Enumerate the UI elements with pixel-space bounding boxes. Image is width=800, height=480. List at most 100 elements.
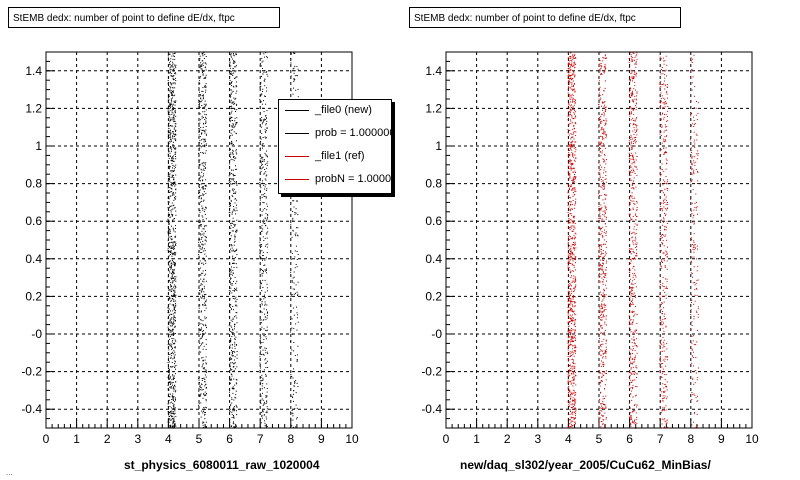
left-scatter-point [229, 212, 231, 214]
right-scatter-point [601, 273, 603, 275]
right-scatter-point [634, 120, 636, 122]
left-scatter-point [172, 263, 174, 265]
left-scatter-point [202, 421, 204, 423]
right-scatter-point [664, 124, 666, 126]
left-scatter-point [168, 308, 170, 310]
left-scatter-point [201, 171, 203, 173]
right-scatter-point [604, 133, 606, 135]
left-scatter-point [235, 224, 237, 226]
left-scatter-point [233, 192, 235, 194]
left-scatter-point [170, 188, 172, 189]
left-scatter-point [200, 248, 202, 250]
right-scatter-point [599, 372, 601, 374]
right-scatter-point [600, 143, 602, 145]
left-scatter-point [263, 240, 265, 241]
right-scatter-point [599, 229, 601, 231]
right-scatter-point [636, 168, 638, 170]
right-scatter-point [603, 314, 604, 316]
right-scatter-point [659, 133, 661, 135]
left-scatter-point [175, 399, 176, 401]
right-scatter-point [568, 392, 570, 394]
right-scatter-point [571, 74, 572, 76]
right-scatter-point [629, 142, 630, 143]
left-scatter-point [169, 108, 171, 110]
left-scatter-point [293, 87, 294, 89]
left-scatter-point [265, 270, 266, 272]
left-scatter-point [173, 95, 175, 97]
right-scatter-point [636, 72, 637, 74]
left-scatter-point [295, 392, 297, 394]
right-scatter-point [571, 352, 573, 353]
right-scatter-point [572, 296, 574, 298]
right-scatter-point [600, 267, 602, 269]
left-scatter-point [231, 222, 233, 224]
right-scatter-point [631, 380, 633, 382]
right-scatter-point [634, 145, 636, 147]
left-scatter-point [262, 228, 264, 230]
right-scatter-point [635, 139, 636, 141]
left-scatter-point [175, 174, 177, 176]
left-scatter-point [173, 146, 175, 148]
right-scatter-point [571, 220, 573, 222]
left-scatter-point [231, 425, 233, 427]
right-scatter-point [633, 421, 635, 423]
right-scatter-point [630, 199, 632, 201]
right-scatter-point [633, 140, 635, 142]
left-scatter-point [234, 368, 236, 370]
right-scatter-point [662, 73, 664, 75]
right-scatter-point [635, 131, 637, 133]
left-scatter-point [168, 382, 170, 383]
right-scatter-point [573, 84, 574, 86]
left-scatter-point [229, 322, 231, 324]
right-scatter-point [567, 342, 569, 344]
right-scatter-point [571, 379, 573, 381]
left-scatter-point [234, 238, 236, 240]
right-scatter-point [568, 68, 570, 70]
left-scatter-point [267, 243, 269, 245]
left-scatter-point [169, 125, 171, 127]
right-scatter-point [633, 98, 635, 100]
left-scatter-point [234, 125, 236, 127]
left-scatter-point [264, 420, 266, 422]
right-scatter-point [659, 183, 661, 184]
right-scatter-point [635, 395, 637, 397]
right-scatter-point [570, 424, 572, 426]
right-scatter-point [661, 366, 663, 368]
left-scatter-point [174, 231, 176, 233]
right-scatter-point [574, 399, 576, 401]
left-scatter-point [267, 353, 269, 355]
right-scatter-point [633, 315, 634, 317]
left-scatter-point [234, 396, 236, 398]
left-scatter-point [168, 427, 170, 429]
left-scatter-point [170, 146, 171, 147]
left-scatter-point [262, 120, 264, 122]
left-scatter-point [174, 265, 176, 267]
left-scatter-point [170, 419, 172, 421]
left-scatter-point [205, 269, 206, 271]
right-scatter-point [632, 208, 634, 210]
left-scatter-point [230, 340, 231, 342]
left-scatter-point [199, 55, 201, 57]
left-scatter-point [261, 346, 263, 348]
left-scatter-point [174, 342, 176, 344]
left-scatter-point [266, 188, 268, 190]
left-scatter-point [168, 386, 170, 388]
left-scatter-point [173, 53, 175, 54]
left-scatter-point [198, 104, 200, 106]
left-scatter-point [235, 86, 237, 88]
right-scatter-point [633, 257, 635, 259]
left-scatter-point [234, 77, 236, 79]
left-scatter-point [259, 340, 261, 342]
left-scatter-point [261, 123, 263, 125]
left-scatter-point [168, 389, 170, 391]
right-scatter-point [567, 191, 569, 193]
left-scatter-point [205, 86, 207, 88]
right-scatter-point [570, 318, 571, 320]
right-scatter-point [570, 68, 572, 70]
right-scatter-point [569, 167, 571, 169]
right-scatter-point [659, 56, 661, 58]
right-scatter-point [632, 100, 634, 102]
left-scatter-point [293, 293, 295, 295]
left-scatter-point [170, 58, 172, 60]
left-scatter-point [205, 63, 207, 65]
